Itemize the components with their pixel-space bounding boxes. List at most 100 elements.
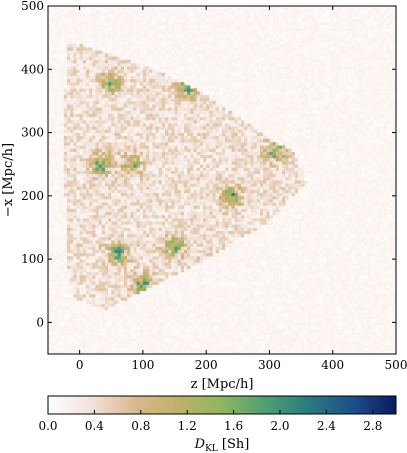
- heatmap-cell: [133, 15, 137, 20]
- heatmap-cell: [193, 344, 198, 349]
- heatmap-cell: [108, 274, 112, 279]
- heatmap-cell: [73, 208, 77, 213]
- heatmap-cell: [136, 281, 141, 285]
- heatmap-cell: [54, 262, 58, 266]
- heatmap-cell: [114, 37, 118, 42]
- heatmap-cell: [63, 43, 68, 48]
- heatmap-cell: [212, 259, 217, 263]
- heatmap-cell: [108, 145, 112, 149]
- heatmap-cell: [139, 335, 144, 339]
- heatmap-cell: [51, 208, 55, 213]
- heatmap-cell: [89, 132, 93, 137]
- heatmap-cell: [70, 116, 74, 121]
- heatmap-cell: [60, 164, 65, 168]
- heatmap-cell: [180, 135, 185, 140]
- heatmap-cell: [212, 224, 217, 228]
- heatmap-cell: [104, 167, 109, 171]
- heatmap-cell: [127, 341, 131, 345]
- heatmap-cell: [95, 18, 100, 23]
- heatmap-cell: [136, 230, 141, 235]
- heatmap-cell: [174, 325, 179, 330]
- heatmap-cell: [177, 97, 182, 102]
- heatmap-cell: [196, 151, 201, 156]
- heatmap-cell: [136, 309, 141, 314]
- heatmap-cell: [142, 341, 147, 345]
- heatmap-cell: [215, 28, 220, 32]
- heatmap-cell: [203, 113, 207, 118]
- heatmap-cell: [89, 262, 93, 266]
- heatmap-cell: [155, 240, 160, 244]
- heatmap-cell: [117, 224, 122, 228]
- heatmap-cell: [117, 198, 122, 203]
- heatmap-cell: [114, 205, 118, 209]
- heatmap-cell: [130, 94, 134, 99]
- heatmap-cell: [66, 85, 71, 89]
- heatmap-cell: [146, 233, 150, 238]
- heatmap-cell: [98, 183, 103, 187]
- heatmap-cell: [104, 78, 109, 83]
- heatmap-cell: [76, 173, 81, 178]
- heatmap-cell: [187, 47, 191, 51]
- heatmap-cell: [171, 161, 175, 165]
- heatmap-cell: [155, 24, 160, 29]
- heatmap-cell: [158, 167, 163, 171]
- heatmap-cell: [114, 132, 118, 137]
- heatmap-cell: [98, 236, 103, 241]
- heatmap-cell: [218, 154, 223, 159]
- heatmap-cell: [92, 91, 96, 95]
- heatmap-cell: [73, 186, 77, 190]
- heatmap-cell: [114, 75, 118, 80]
- heatmap-cell: [149, 62, 153, 67]
- heatmap-cell: [161, 246, 166, 250]
- heatmap-cell: [187, 214, 191, 219]
- heatmap-cell: [136, 319, 141, 323]
- heatmap-cell: [218, 278, 223, 282]
- heatmap-cell: [76, 176, 81, 181]
- heatmap-cell: [146, 170, 150, 175]
- heatmap-cell: [199, 344, 204, 349]
- heatmap-cell: [215, 290, 220, 295]
- heatmap-cell: [120, 145, 125, 149]
- heatmap-cell: [177, 198, 182, 203]
- heatmap-cell: [114, 192, 118, 197]
- heatmap-cell: [165, 338, 169, 342]
- heatmap-cell: [184, 91, 188, 95]
- heatmap-cell: [203, 167, 207, 171]
- heatmap-cell: [117, 157, 122, 162]
- heatmap-cell: [92, 281, 96, 285]
- heatmap-cell: [108, 72, 112, 76]
- heatmap-cell: [155, 88, 160, 92]
- heatmap-cell: [57, 344, 62, 349]
- heatmap-cell: [123, 287, 128, 292]
- heatmap-cell: [152, 246, 156, 250]
- heatmap-cell: [95, 126, 100, 130]
- heatmap-cell: [161, 145, 166, 149]
- heatmap-cell: [79, 274, 84, 279]
- heatmap-cell: [161, 173, 166, 178]
- heatmap-cell: [184, 243, 188, 247]
- heatmap-cell: [161, 202, 166, 206]
- heatmap-cell: [136, 72, 141, 76]
- heatmap-cell: [70, 59, 74, 64]
- heatmap-cell: [101, 135, 106, 140]
- heatmap-cell: [92, 278, 96, 282]
- heatmap-cell: [193, 284, 198, 288]
- heatmap-cell: [133, 123, 137, 127]
- heatmap-cell: [104, 154, 109, 159]
- heatmap-cell: [149, 100, 153, 105]
- heatmap-cell: [57, 91, 62, 95]
- heatmap-cell: [114, 9, 118, 13]
- heatmap-cell: [60, 303, 65, 307]
- heatmap-cell: [196, 224, 201, 228]
- heatmap-cell: [142, 252, 147, 257]
- heatmap-cell: [177, 249, 182, 254]
- heatmap-cell: [136, 145, 141, 149]
- heatmap-cell: [95, 227, 100, 232]
- heatmap-cell: [70, 104, 74, 108]
- heatmap-cell: [168, 104, 172, 108]
- heatmap-cell: [171, 325, 175, 330]
- heatmap-cell: [51, 157, 55, 162]
- heatmap-cell: [209, 40, 213, 45]
- heatmap-cell: [76, 113, 81, 118]
- heatmap-cell: [199, 214, 204, 219]
